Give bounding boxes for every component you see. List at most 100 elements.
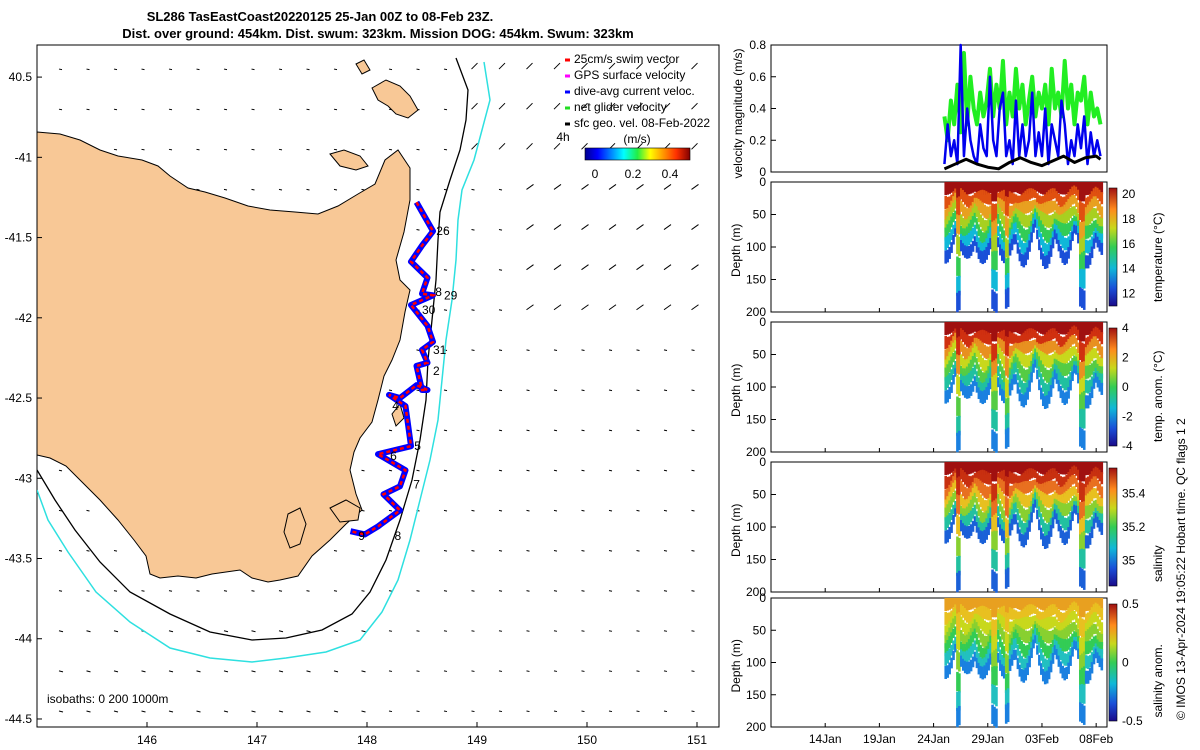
temperature-section-profile-cell (989, 227, 992, 239)
velocity-arrow (141, 108, 145, 111)
temperature-section-profile-cell (985, 182, 988, 195)
temperature-anomaly-section-profile-cell (963, 375, 967, 389)
salinity-section-profile-cell (1038, 462, 1041, 473)
temperature-section-profile-cell (1067, 191, 1070, 204)
temperature-anomaly-section-profile-cell (1047, 355, 1051, 368)
temperature-section-profile-cell (1100, 182, 1104, 195)
temperature-section-profile-cell (1053, 211, 1057, 222)
salinity-anomaly-section-profile-cell (1045, 659, 1049, 673)
temperature-section-profile-cell (983, 241, 987, 255)
temperature-section-profile-cell (965, 194, 969, 207)
salinity-section-profile-cell (1028, 520, 1031, 532)
salinity-anomaly-section-profile-cell (1090, 662, 1094, 674)
salinity-section-profile-cell (960, 468, 963, 480)
salinity-section-profile-cell (954, 480, 957, 489)
temperature-section-profile-cell (1084, 239, 1088, 253)
temperature-anomaly-section-profile-cell (979, 322, 983, 335)
temperature-section-profile-cell (1084, 197, 1088, 211)
temperature-anomaly-section-profile-cell (1032, 339, 1035, 349)
salinity-section-profile-cell (1008, 462, 1012, 475)
salinity-section-profile-cell (956, 536, 959, 556)
salinity-anomaly-section-profile-cell (1026, 598, 1029, 611)
temperature-section-profile-cell (1036, 219, 1039, 229)
temperature-section-profile-cell (1065, 238, 1068, 251)
temperature-anomaly-section-profile-cell (1086, 380, 1090, 394)
temperature-section-profile-cell (981, 232, 985, 246)
temperature-section-profile-cell (1014, 213, 1018, 224)
temperature-section-profile-cell (1041, 224, 1045, 237)
temperature-anomaly-section-profile-cell (1096, 339, 1100, 351)
temperature-section-profile-cell (1080, 202, 1084, 223)
salinity-anomaly-section-colorbar-tick: 0.5 (1122, 597, 1139, 611)
velocity-arrow (553, 590, 558, 592)
velocity-arrow (471, 309, 475, 311)
salinity-anomaly-section-profile-cell (1057, 609, 1061, 622)
salinity-anomaly-section-profile-cell (1038, 611, 1041, 622)
salinity-anomaly-section-profile-cell (1018, 637, 1022, 649)
temperature-anomaly-section-profile-cell (1063, 377, 1067, 391)
salinity-section-profile-cell (989, 485, 992, 497)
salinity-anomaly-section-profile-cell (1053, 616, 1057, 627)
salinity-section-profile-cell (1100, 513, 1104, 526)
temperature-anomaly-section-profile-cell (1057, 334, 1061, 346)
temperature-section-profile-cell (1049, 188, 1053, 201)
salinity-section-profile-cell (1024, 509, 1028, 523)
velocity-arrow (691, 429, 695, 432)
temperature-anomaly-section-profile-cell (965, 348, 969, 361)
salinity-anomaly-section-profile-cell (1082, 666, 1086, 686)
salinity-section-profile-cell (1092, 462, 1096, 473)
temperature-section-profile-cell (1043, 202, 1047, 216)
salinity-anomaly-section-profile-cell (948, 636, 951, 648)
salinity-section-profile-cell (1041, 462, 1045, 475)
temperature-section-profile-cell (1071, 195, 1074, 205)
temperature-section-profile-cell (983, 190, 987, 204)
salinity-anomaly-section-profile-cell (1038, 642, 1041, 653)
salinity-anomaly-section-profile-cell (1016, 619, 1020, 631)
salinity-section-profile-cell (952, 515, 955, 525)
salinity-section-profile-cell (956, 462, 959, 482)
temperature-section-profile-cell (1032, 223, 1035, 233)
salinity-section-profile-cell (1016, 497, 1020, 509)
temperature-anomaly-section-profile-cell (1045, 322, 1049, 335)
temperature-anomaly-section-profile-cell (1100, 366, 1104, 379)
salinity-section-profile-cell (987, 506, 990, 519)
velocity-arrow (443, 269, 448, 271)
colorbar-tick-0.2: 0.2 (625, 167, 642, 181)
temperature-section-y-tick-label: 200 (746, 305, 766, 319)
salinity-anomaly-section-profile-cell (1049, 630, 1053, 643)
salinity-anomaly-section-profile-cell (1006, 634, 1010, 654)
salinity-anomaly-section-profile-cell (948, 620, 951, 633)
temperature-anomaly-section-profile-cell (1016, 335, 1020, 347)
salinity-anomaly-section-profile-cell (1096, 628, 1100, 640)
temperature-anomaly-section-profile-cell (987, 358, 990, 371)
temperature-anomaly-section-profile-cell (1028, 340, 1031, 353)
salinity-section-profile-cell (1034, 462, 1037, 471)
salinity-section-profile-cell (1079, 549, 1082, 569)
salinity-section-profile-cell (983, 484, 987, 498)
temperature-section-profile-cell (1012, 193, 1016, 204)
velocity-arrow (663, 102, 671, 110)
temperature-anomaly-section-profile-cell (1061, 337, 1065, 350)
velocity-arrow (223, 670, 229, 673)
temperature-anomaly-section-profile-cell (948, 344, 951, 357)
temperature-anomaly-section-profile-cell (1047, 370, 1051, 383)
salinity-section-profile-cell (1028, 468, 1031, 480)
temperature-anomaly-section-profile-cell (991, 376, 994, 397)
salinity-section-profile-cell (1014, 502, 1018, 513)
salinity-anomaly-section-profile-cell (1086, 620, 1090, 634)
salinity-section-profile-cell (1012, 484, 1016, 495)
temperature-anomaly-section-profile-cell (1061, 362, 1065, 376)
temperature-anomaly-section-profile-cell (1004, 356, 1008, 376)
salinity-section-profile-cell (983, 500, 987, 514)
salinity-anomaly-section-profile-cell (977, 614, 981, 627)
salinity-section-profile-cell (1079, 501, 1082, 522)
salinity-anomaly-section-profile-cell (983, 635, 987, 649)
velocity-arrow (553, 710, 558, 713)
salinity-anomaly-section-profile-cell (1045, 617, 1049, 631)
velocity-arrow (581, 62, 588, 70)
salinity-anomaly-section-profile-cell (1065, 653, 1068, 666)
temperature-section-profile-cell (1055, 182, 1059, 193)
velocity-arrow (526, 509, 530, 512)
temperature-section-profile-cell (1028, 188, 1031, 200)
salinity-anomaly-section-profile-cell (1080, 618, 1084, 638)
